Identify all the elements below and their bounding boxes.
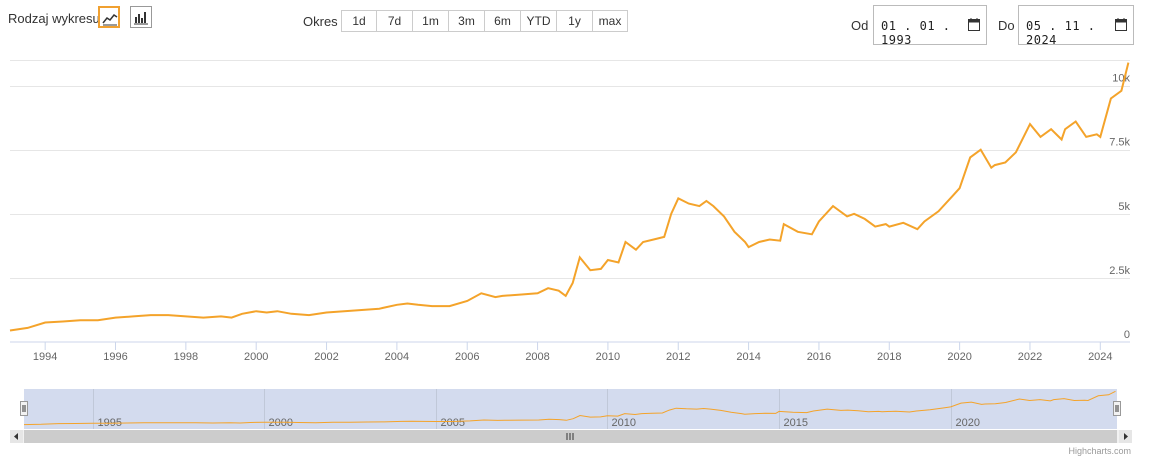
navigator-tick-label: 2015	[784, 417, 808, 429]
x-tick-label: 2022	[1018, 351, 1042, 363]
y-tick-label: 10k	[1112, 73, 1130, 85]
period-button-1y[interactable]: 1y	[557, 11, 593, 31]
x-axis-ticks: 1994 1996 1998 2000 2002 2004 2006 2008 2010 2012…	[33, 342, 1113, 363]
period-button-3m[interactable]: 3m	[449, 11, 485, 31]
line-chart-icon	[102, 13, 118, 26]
chart-controls: Rodzaj wykresu Okres 1d 7d 1m 3m 6m YTD 1y max …	[0, 0, 1162, 60]
period-button-1m[interactable]: 1m	[413, 11, 449, 31]
credits-link[interactable]: Highcharts.com	[1068, 446, 1131, 456]
bar-chart-button[interactable]	[130, 6, 152, 28]
y-tick-label: 0	[1124, 329, 1130, 341]
navigator-tick-label: 2005	[441, 417, 465, 429]
bar-chart-icon	[134, 12, 148, 25]
x-tick-label: 1998	[174, 351, 198, 363]
period-selector: 1d 7d 1m 3m 6m YTD 1y max	[341, 10, 628, 32]
arrow-right-icon	[1124, 433, 1128, 440]
scrollbar-track[interactable]	[10, 430, 1132, 443]
navigator-selection[interactable]	[24, 389, 1117, 429]
line-chart-button[interactable]	[98, 6, 120, 28]
navigator-grid: 1995 2000 2005 2010 2015 2020	[93, 389, 980, 429]
period-button-ytd[interactable]: YTD	[521, 11, 557, 31]
calendar-icon[interactable]	[968, 18, 980, 31]
y-tick-label: 7.5k	[1109, 137, 1130, 149]
y-tick-label: 5k	[1118, 201, 1130, 213]
calendar-icon[interactable]	[1115, 18, 1127, 31]
from-label: Od	[851, 18, 869, 33]
x-tick-label: 2002	[314, 351, 338, 363]
navigator-tick-label: 2020	[956, 417, 980, 429]
arrow-left-icon	[14, 433, 18, 440]
period-button-7d[interactable]: 7d	[377, 11, 413, 31]
navigator-handle-right[interactable]	[1113, 401, 1121, 416]
navigator-tick-label: 2010	[612, 417, 636, 429]
price-series-line	[9, 62, 1130, 332]
x-tick-label: 2006	[455, 351, 479, 363]
x-tick-label: 1994	[33, 351, 57, 363]
x-tick-label: 2014	[736, 351, 760, 363]
x-tick-label: 2016	[807, 351, 831, 363]
x-tick-label: 2004	[385, 351, 409, 363]
from-date-value: 01 . 01 . 1993	[881, 19, 951, 47]
chart-type-label: Rodzaj wykresu	[8, 11, 100, 26]
scroll-right-button[interactable]	[1119, 430, 1132, 443]
to-date-value: 05 . 11 . 2024	[1026, 19, 1096, 47]
y-tick-label: 2.5k	[1109, 265, 1130, 277]
y-grid	[10, 60, 1130, 279]
x-tick-label: 2012	[666, 351, 690, 363]
x-tick-label: 2020	[947, 351, 971, 363]
x-tick-label: 2024	[1088, 351, 1112, 363]
x-tick-label: 2008	[525, 351, 549, 363]
y-axis-labels: 0 2.5k 5k 7.5k 10k	[1109, 73, 1130, 341]
x-tick-label: 1996	[103, 351, 127, 363]
navigator-handle-left[interactable]	[20, 401, 28, 416]
navigator-series-line	[23, 390, 1116, 426]
scrollbar-grip-icon	[566, 433, 574, 440]
navigator-tick-label: 1995	[98, 417, 122, 429]
period-label: Okres	[303, 14, 338, 29]
x-tick-label: 2018	[877, 351, 901, 363]
period-button-1d[interactable]: 1d	[342, 11, 377, 31]
x-tick-label: 2000	[244, 351, 268, 363]
to-date-input[interactable]: 05 . 11 . 2024	[1018, 5, 1134, 47]
navigator-tick-label: 2000	[269, 417, 293, 429]
scroll-left-button[interactable]	[10, 430, 23, 443]
period-button-max[interactable]: max	[593, 11, 627, 31]
scrollbar-thumb[interactable]	[24, 430, 1117, 443]
period-button-6m[interactable]: 6m	[485, 11, 521, 31]
from-date-input[interactable]: 01 . 01 . 1993	[873, 5, 987, 47]
x-tick-label: 2010	[596, 351, 620, 363]
to-label: Do	[998, 18, 1015, 33]
